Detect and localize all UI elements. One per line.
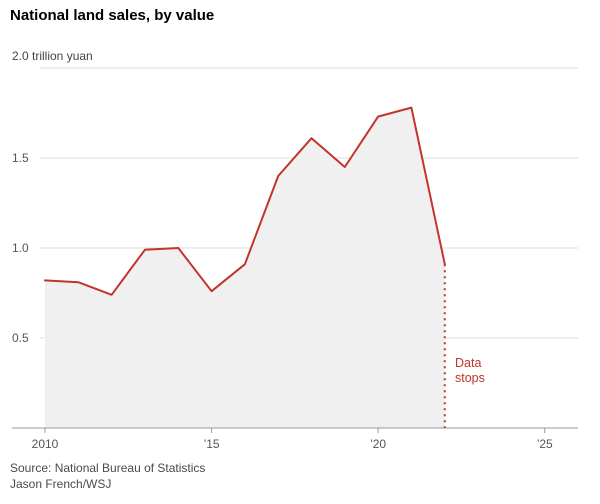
data-stops-annotation: Data stops	[455, 356, 485, 386]
x-tick-label: ’15	[204, 437, 220, 451]
series-area	[45, 107, 445, 428]
x-tick-label: 2010	[32, 437, 59, 451]
series-line	[44, 106, 446, 296]
source-note: Source: National Bureau of Statistics Ja…	[10, 460, 205, 492]
annotation-line-2: stops	[455, 371, 485, 385]
y-tick-label: 1.5	[12, 151, 29, 165]
x-tick-label: ’20	[370, 437, 386, 451]
annotation-line-1: Data	[455, 356, 482, 370]
x-tick-label: ’25	[537, 437, 553, 451]
y-axis-unit-label: 2.0 trillion yuan	[12, 49, 93, 63]
credit-line: Jason French/WSJ	[10, 477, 112, 491]
y-tick-label: 1.0	[12, 241, 29, 255]
y-tick-label: 0.5	[12, 331, 29, 345]
source-line: Source: National Bureau of Statistics	[10, 461, 206, 475]
chart-title: National land sales, by value	[10, 7, 215, 24]
